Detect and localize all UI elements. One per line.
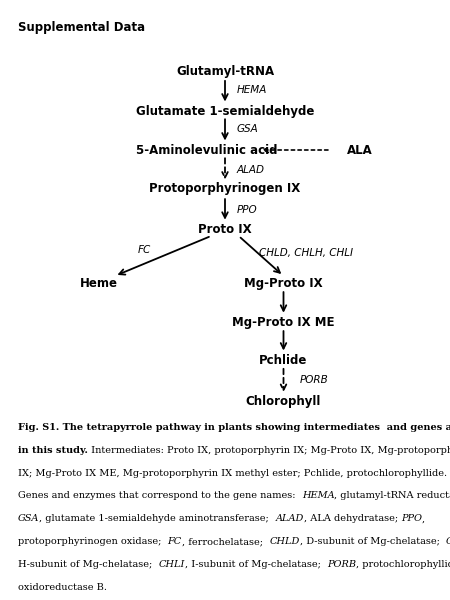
Text: PPO: PPO <box>236 205 257 215</box>
Text: Intermediates: Proto IX, protoporphyrin IX; Mg-Proto IX, Mg-protoporphyrin: Intermediates: Proto IX, protoporphyrin … <box>88 446 450 455</box>
Text: Mg-Proto IX: Mg-Proto IX <box>244 277 323 290</box>
Text: Fig. S1. The tetrapyrrole pathway in plants showing intermediates  and genes ana: Fig. S1. The tetrapyrrole pathway in pla… <box>18 423 450 432</box>
Text: in this study.: in this study. <box>18 446 88 455</box>
Text: CHLH: CHLH <box>446 537 450 546</box>
Text: HEMA: HEMA <box>236 85 266 95</box>
Text: Glutamyl-tRNA: Glutamyl-tRNA <box>176 65 274 79</box>
Text: Mg-Proto IX ME: Mg-Proto IX ME <box>232 316 335 329</box>
Text: FC: FC <box>137 245 150 255</box>
Text: CHLI: CHLI <box>158 560 185 569</box>
Text: Glutamate 1-semialdehyde: Glutamate 1-semialdehyde <box>136 104 314 118</box>
Text: , glutamyl-tRNA reductase;: , glutamyl-tRNA reductase; <box>334 491 450 500</box>
Text: PPO: PPO <box>401 514 422 523</box>
Text: Protoporphyrinogen IX: Protoporphyrinogen IX <box>149 182 301 196</box>
Text: CHLD: CHLD <box>269 537 300 546</box>
Text: ,: , <box>422 514 425 523</box>
Text: Genes and enzymes that correspond to the gene names:: Genes and enzymes that correspond to the… <box>18 491 302 500</box>
Text: IX; Mg-Proto IX ME, Mg-protoporphyrin IX methyl ester; Pchlide, protochlorophyll: IX; Mg-Proto IX ME, Mg-protoporphyrin IX… <box>18 469 447 478</box>
Text: FC: FC <box>167 537 182 546</box>
Text: Proto IX: Proto IX <box>198 223 252 236</box>
Text: H-subunit of Mg-chelatase;: H-subunit of Mg-chelatase; <box>18 560 158 569</box>
Text: protoporphyrinogen oxidase;: protoporphyrinogen oxidase; <box>18 537 167 546</box>
Text: ALA: ALA <box>347 143 373 157</box>
Text: PORB: PORB <box>327 560 356 569</box>
Text: CHLD, CHLH, CHLI: CHLD, CHLH, CHLI <box>259 248 353 258</box>
Text: , protochlorophyllide: , protochlorophyllide <box>356 560 450 569</box>
Text: Heme: Heme <box>80 277 118 290</box>
Text: Pchlide: Pchlide <box>259 353 308 367</box>
Text: ALAD: ALAD <box>236 166 264 175</box>
Text: GSA: GSA <box>18 514 40 523</box>
Text: HEMA: HEMA <box>302 491 334 500</box>
Text: , glutamate 1-semialdehyde aminotransferase;: , glutamate 1-semialdehyde aminotransfer… <box>40 514 275 523</box>
Text: Chlorophyll: Chlorophyll <box>246 395 321 409</box>
Text: , ferrochelatase;: , ferrochelatase; <box>182 537 269 546</box>
Text: GSA: GSA <box>236 124 258 134</box>
Text: oxidoreductase B.: oxidoreductase B. <box>18 583 107 592</box>
Text: 5-Aminolevulinic acid: 5-Aminolevulinic acid <box>136 143 278 157</box>
Text: , I-subunit of Mg-chelatase;: , I-subunit of Mg-chelatase; <box>185 560 327 569</box>
Text: ALAD: ALAD <box>275 514 304 523</box>
Text: , D-subunit of Mg-chelatase;: , D-subunit of Mg-chelatase; <box>300 537 446 546</box>
Text: Supplemental Data: Supplemental Data <box>18 21 145 34</box>
Text: PORB: PORB <box>299 375 328 385</box>
Text: , ALA dehydratase;: , ALA dehydratase; <box>304 514 401 523</box>
